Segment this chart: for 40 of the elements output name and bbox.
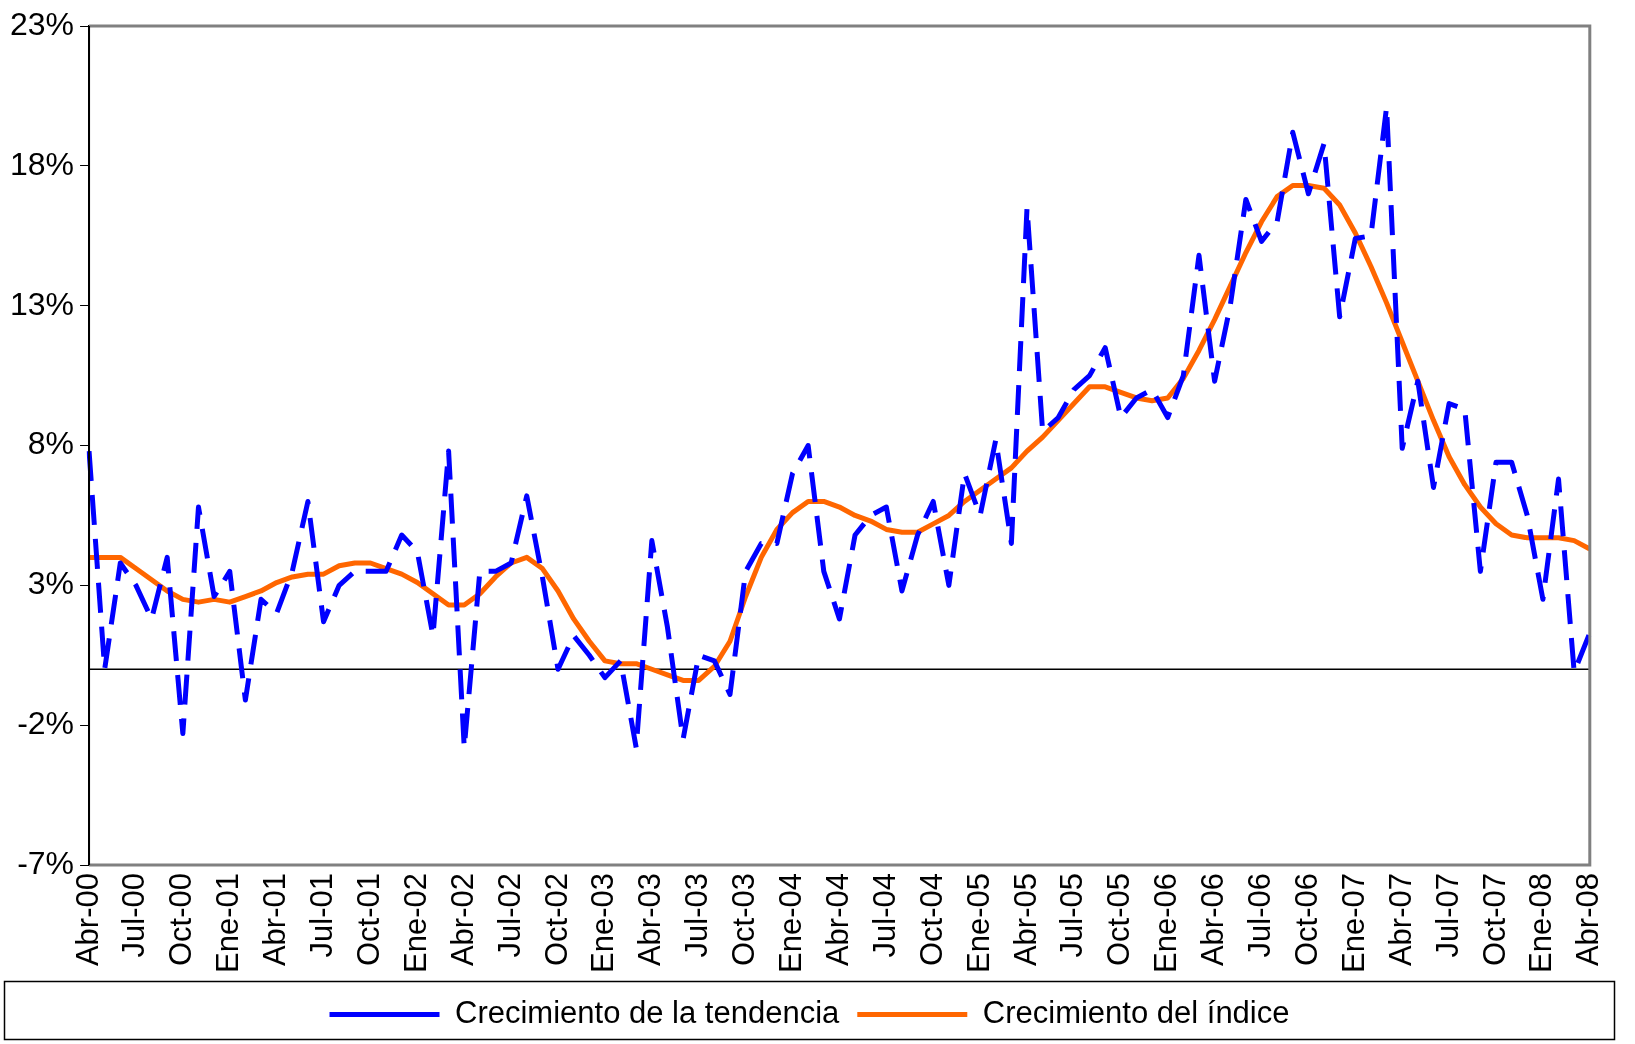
legend-label: Crecimiento de la tendencia xyxy=(455,995,841,1031)
x-tick-label: Oct-01 xyxy=(350,873,386,967)
legend-label: Crecimiento del índice xyxy=(982,995,1290,1031)
x-tick-label: Abr-05 xyxy=(1007,873,1043,967)
y-tick-label: -2% xyxy=(17,705,75,742)
x-tick-label: Jul-07 xyxy=(1429,873,1465,958)
x-tick-label: Ene-02 xyxy=(397,873,433,974)
x-tick-label: Oct-03 xyxy=(726,873,762,967)
x-tick-label: Ene-04 xyxy=(773,873,809,974)
x-tick-label: Oct-05 xyxy=(1101,873,1137,967)
x-tick-label: Abr-04 xyxy=(819,873,855,967)
x-tick-label: Oct-00 xyxy=(163,873,199,967)
x-tick-label: Oct-02 xyxy=(538,873,574,967)
x-tick-label: Abr-08 xyxy=(1570,873,1606,967)
x-tick-label: Jul-02 xyxy=(491,873,527,958)
x-tick-label: Abr-01 xyxy=(257,873,293,967)
y-tick-label: 23% xyxy=(10,5,75,42)
x-tick-label: Jul-00 xyxy=(116,873,152,958)
x-tick-label: Oct-07 xyxy=(1476,873,1512,967)
x-tick-label: Abr-03 xyxy=(632,873,668,967)
x-tick-label: Ene-06 xyxy=(1148,873,1184,974)
x-tick-label: Ene-03 xyxy=(585,873,621,974)
x-tick-label: Oct-04 xyxy=(913,873,949,967)
x-tick-label: Ene-07 xyxy=(1335,873,1371,974)
x-tick-label: Abr-02 xyxy=(444,873,480,967)
x-tick-label: Abr-06 xyxy=(1195,873,1231,967)
x-tick-label: Jul-01 xyxy=(304,873,340,958)
y-tick-label: 8% xyxy=(27,425,75,462)
y-tick-label: 3% xyxy=(27,565,75,602)
y-tick-label: 13% xyxy=(10,285,75,322)
x-tick-label: Jul-03 xyxy=(679,873,715,958)
x-tick-label: Jul-04 xyxy=(866,873,902,958)
x-tick-label: Ene-05 xyxy=(960,873,996,974)
x-tick-label: Oct-06 xyxy=(1288,873,1324,967)
x-tick-label: Jul-05 xyxy=(1054,873,1090,958)
x-tick-label: Ene-08 xyxy=(1523,873,1559,974)
y-tick-label: 18% xyxy=(10,145,75,182)
x-tick-label: Abr-07 xyxy=(1382,873,1418,967)
x-tick-label: Ene-01 xyxy=(210,873,246,974)
x-tick-label: Jul-06 xyxy=(1242,873,1278,958)
